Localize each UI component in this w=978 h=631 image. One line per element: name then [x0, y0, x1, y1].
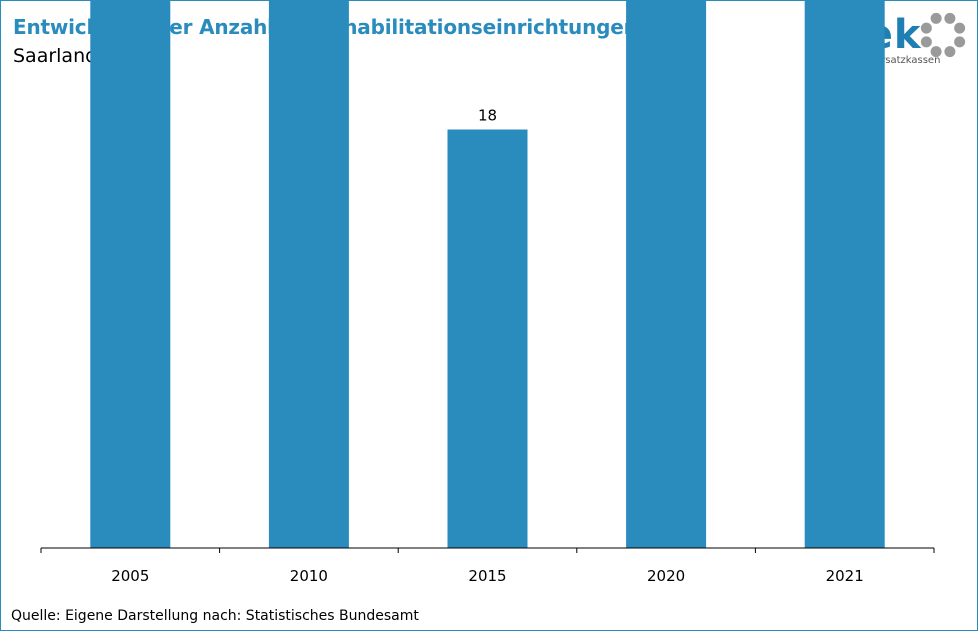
logo-ring-dot — [954, 22, 966, 34]
bar-chart: 192005192010182015202020202021 — [40, 1, 935, 585]
x-tick-label-2021: 2021 — [826, 567, 864, 585]
logo-ring-dot — [944, 46, 956, 58]
logo-ring-dot — [930, 12, 942, 24]
logo-ring-dot — [944, 12, 956, 24]
x-tick-label-2020: 2020 — [647, 567, 685, 585]
logo-ring-dot — [930, 46, 942, 58]
bar-2005 — [90, 1, 171, 548]
x-tick-label-2015: 2015 — [468, 567, 506, 585]
source-note: Quelle: Eigene Darstellung nach: Statist… — [11, 608, 419, 624]
bar-2021 — [804, 1, 885, 548]
bar-2010 — [268, 1, 349, 548]
logo-ring-dot — [920, 36, 932, 48]
x-tick-label-2005: 2005 — [111, 567, 149, 585]
logo-ring-icon — [920, 12, 966, 58]
logo-ring-dot — [954, 36, 966, 48]
bar-2020 — [626, 1, 707, 548]
data-label-2015: 18 — [478, 107, 497, 125]
x-tick-label-2010: 2010 — [290, 567, 328, 585]
logo-tagline: Die Ersatzkassen — [855, 55, 941, 66]
bar-2015 — [447, 129, 528, 548]
logo-ring-dot — [920, 22, 932, 34]
chart-subtitle: Saarland — [13, 45, 98, 67]
